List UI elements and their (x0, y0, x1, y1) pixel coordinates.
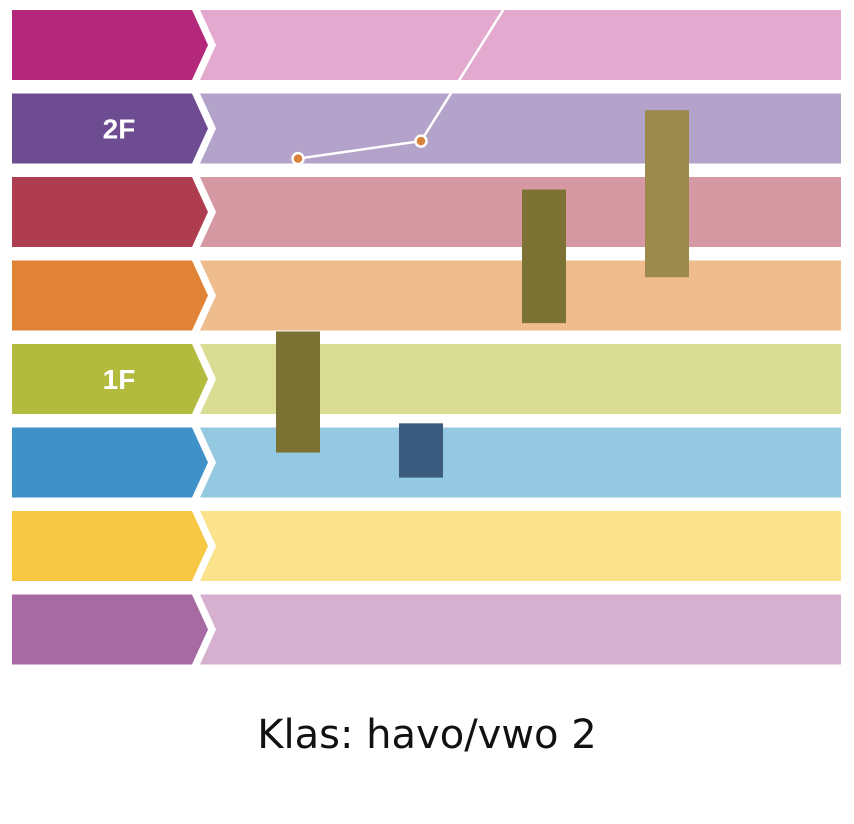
score-bar (522, 189, 566, 324)
score-bar (645, 110, 689, 278)
level-band (200, 427, 841, 498)
level-band (200, 344, 841, 414)
score-bar (399, 423, 443, 478)
level-band (200, 10, 841, 80)
level-arrow (12, 344, 208, 414)
level-band (200, 511, 841, 581)
level-arrow (12, 10, 208, 80)
score-bars (276, 110, 689, 478)
level-arrow (12, 511, 208, 581)
level-band (200, 594, 841, 665)
class-caption: Klas: havo/vwo 2 (257, 712, 597, 758)
level-band (200, 177, 841, 247)
level-label: 2F (103, 114, 136, 145)
progress-point (414, 134, 428, 148)
level-band (200, 260, 841, 331)
level-arrow (12, 93, 208, 164)
level-arrow (12, 177, 208, 247)
level-chart: 2F 1F (12, 0, 841, 665)
progress-line (291, 0, 511, 166)
level-bands: 2F 1F (12, 10, 841, 665)
level-arrow (12, 260, 208, 331)
progress-point (291, 151, 305, 166)
level-arrow (12, 594, 208, 665)
level-label: 1F (103, 364, 136, 395)
level-arrow (12, 427, 208, 498)
score-bar (276, 331, 320, 453)
